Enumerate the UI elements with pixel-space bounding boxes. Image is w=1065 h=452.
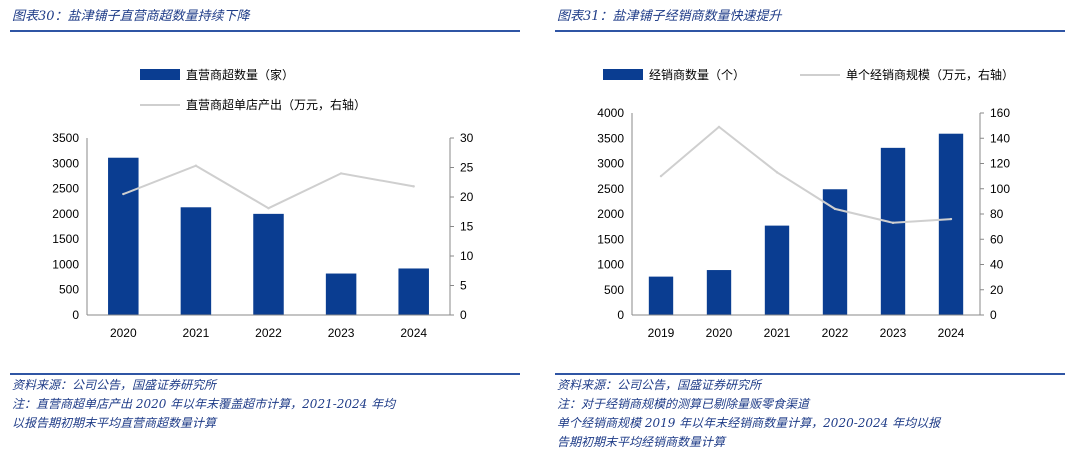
right-note-line: 注：对于经销商规模的测算已剔除量贩零食渠道 — [557, 397, 810, 411]
left-bar — [108, 157, 139, 315]
right-figure-title: 图表31：盐津铺子经销商数量快速提升 — [557, 9, 782, 24]
right-line-point — [775, 171, 779, 174]
right-x-tick-label: 2024 — [938, 326, 965, 340]
left-right-tick-label: 30 — [460, 131, 474, 145]
right-note-line: 告期初期末平均经销商数量计算 — [557, 435, 726, 449]
right-bar — [938, 133, 964, 315]
left-bar — [325, 273, 357, 315]
right-legend-bar-swatch — [603, 69, 643, 80]
right-x-tick-label: 2023 — [880, 326, 907, 340]
left-bar — [180, 207, 212, 315]
left-source-text: 资料来源：公司公告，国盛证券研究所 — [12, 378, 217, 392]
left-line-point — [194, 164, 198, 167]
left-line-point — [122, 192, 125, 196]
right-line-series — [660, 125, 952, 224]
left-legend-bar-swatch — [140, 69, 180, 80]
right-source-text: 资料来源：公司公告，国盛证券研究所 — [557, 378, 762, 392]
right-line-point — [659, 174, 663, 178]
right-left-tick-label: 0 — [617, 308, 624, 322]
right-right-tick-label: 100 — [990, 182, 1010, 196]
right-legend-bar-label: 经销商数量（个） — [649, 67, 745, 82]
left-figure-title: 图表30：盐津铺子直营商超数量持续下降 — [12, 9, 250, 24]
right-line-point — [891, 221, 895, 225]
left-left-tick-label: 3500 — [52, 131, 79, 145]
right-notes-rule — [555, 373, 1065, 375]
left-legend-line-label: 直营商超单店产出（万元，右轴） — [186, 97, 366, 112]
right-line-point — [949, 217, 953, 221]
right-figure-panel: 图表31：盐津铺子经销商数量快速提升 经销商数量（个） 单个经销商规模（万元，右轴… — [545, 0, 1065, 451]
right-right-tick-label: 160 — [990, 106, 1010, 120]
right-left-tick-label: 2500 — [597, 182, 624, 196]
right-right-tick-label: 140 — [990, 131, 1010, 145]
right-line-point — [833, 207, 837, 211]
left-bar — [253, 213, 284, 315]
right-x-tick-label: 2021 — [764, 326, 791, 340]
left-notes-rule — [10, 373, 520, 375]
right-right-tick-label: 40 — [990, 258, 1004, 272]
right-left-tick-label: 500 — [604, 283, 624, 297]
left-right-tick-label: 25 — [460, 161, 474, 175]
right-notes: 资料来源：公司公告，国盛证券研究所 注：对于经销商规模的测算已剔除量贩零食渠道 … — [557, 376, 1065, 452]
left-right-tick-label: 10 — [460, 249, 474, 263]
right-line-point — [717, 125, 721, 129]
left-line-point — [339, 172, 343, 175]
left-left-tick-label: 2000 — [52, 207, 79, 221]
left-x-tick-label: 2024 — [400, 326, 427, 340]
left-right-tick-label: 20 — [460, 190, 474, 204]
left-x-tick-label: 2022 — [255, 326, 282, 340]
right-left-tick-label: 1000 — [597, 258, 624, 272]
left-figure-panel: 图表30：盐津铺子直营商超数量持续下降 直营商超数量（家） 直营商超单店产出（万元… — [0, 0, 520, 451]
left-right-tick-label: 0 — [460, 308, 467, 322]
right-bar — [880, 147, 906, 315]
left-chart: 直营商超数量（家） 直营商超单店产出（万元，右轴） 0 500 1000 1500 2000… — [52, 67, 474, 340]
left-x-tick-label: 2020 — [110, 326, 137, 340]
left-title-rule — [10, 30, 520, 32]
right-bar — [764, 225, 790, 315]
right-right-tick-label: 0 — [990, 308, 997, 322]
left-left-tick-label: 1000 — [52, 257, 79, 271]
right-left-tick-label: 4000 — [597, 106, 624, 120]
right-x-tick-label: 2022 — [822, 326, 849, 340]
right-note-line: 单个经销商规模 2019 年以年末经销商数量计算，2020-2024 年均以报 — [557, 416, 941, 430]
right-x-tick-label: 2020 — [706, 326, 733, 340]
left-note-line: 以报告期初期末平均直营商超数量计算 — [12, 416, 217, 430]
left-left-tick-label: 2500 — [52, 182, 79, 196]
right-left-tick-label: 1500 — [597, 232, 624, 246]
left-left-tick-label: 500 — [59, 283, 79, 297]
left-line-point — [267, 207, 270, 210]
right-left-tick-label: 3000 — [597, 157, 624, 171]
left-x-tick-label: 2021 — [183, 326, 210, 340]
left-bar — [398, 268, 429, 315]
left-legend-bar-label: 直营商超数量（家） — [186, 67, 294, 82]
left-notes: 资料来源：公司公告，国盛证券研究所 注：直营商超单店产出 2020 年以年末覆盖… — [12, 376, 520, 433]
right-x-tick-label: 2019 — [648, 326, 675, 340]
right-left-tick-label: 2000 — [597, 207, 624, 221]
right-right-tick-label: 60 — [990, 232, 1004, 246]
right-legend-line-label: 单个经销商规模（万元，右轴） — [846, 67, 1014, 82]
left-x-tick-label: 2023 — [328, 326, 355, 340]
left-right-tick-label: 5 — [460, 279, 467, 293]
right-bar — [706, 270, 732, 315]
right-right-tick-label: 120 — [990, 157, 1010, 171]
left-line-series — [122, 164, 414, 210]
right-bar — [648, 276, 674, 315]
left-left-tick-label: 1500 — [52, 232, 79, 246]
left-note-line: 注：直营商超单店产出 2020 年以年末覆盖超市计算，2021-2024 年均 — [12, 397, 396, 411]
right-chart: 经销商数量（个） 单个经销商规模（万元，右轴）050010001500200025… — [597, 67, 1014, 340]
left-right-tick-label: 15 — [460, 220, 474, 234]
right-right-tick-label: 80 — [990, 207, 1004, 221]
right-right-tick-label: 20 — [990, 283, 1004, 297]
left-left-tick-label: 3000 — [52, 156, 79, 170]
left-left-tick-label: 0 — [72, 308, 79, 322]
left-line-point — [412, 185, 415, 188]
right-left-tick-label: 3500 — [597, 131, 624, 145]
right-title-rule — [555, 30, 1065, 32]
